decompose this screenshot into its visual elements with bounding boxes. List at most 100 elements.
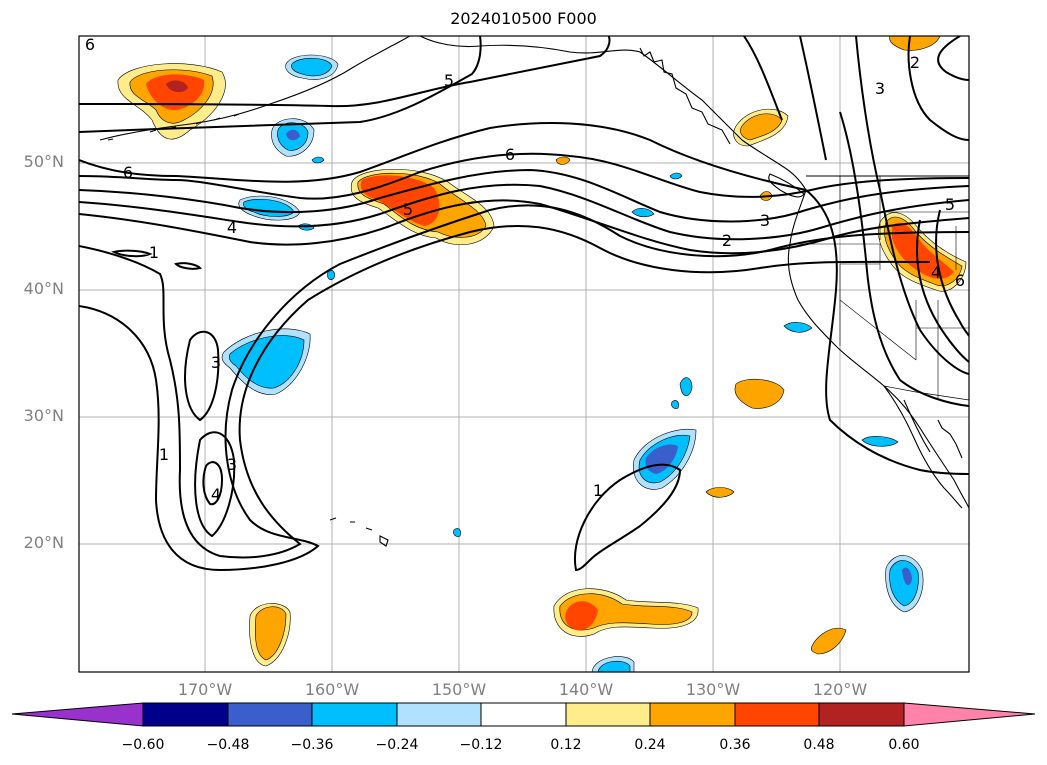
colorbar-segment: [480, 702, 567, 727]
colorbar-segment: [649, 702, 736, 727]
colorbar-segment: [734, 702, 820, 727]
alaska-panhandle: [639, 47, 731, 145]
anomaly-neg-small-6: [783, 322, 813, 333]
longitude-label: 130°W: [685, 680, 741, 699]
anomaly-pos-central-south-core2: [565, 601, 598, 631]
colorbar-tick-label: 0.36: [719, 737, 751, 753]
anomaly-neg-small-4: [631, 208, 655, 218]
colorbar-segment: [311, 702, 398, 727]
anomaly-pos-baja: [734, 378, 785, 409]
contour-label: 5: [403, 200, 413, 219]
map-area: 6 5 6 4 5 6 2 3 3 2 5 4 6 3 1 3 4 1 1: [79, 35, 969, 672]
anomaly-pos-small-2: [555, 156, 571, 165]
longitude-label: 170°W: [177, 680, 233, 699]
colorbar-segment: [396, 702, 482, 727]
contour-label: 6: [85, 35, 95, 54]
anomaly-pos-nw-coast-core: [740, 113, 783, 141]
hawaii-islands: [329, 517, 389, 547]
contour-line: [79, 122, 807, 191]
colorbar-tick-label: 0.48: [803, 737, 835, 753]
anomaly-pos-aleutian-max: [166, 80, 188, 93]
contour-line: [184, 330, 220, 422]
map-title: 2024010500 F000: [450, 9, 597, 28]
contour-lines: [79, 36, 969, 572]
anomaly-pos-small-1: [705, 487, 735, 498]
contour-line: [839, 111, 969, 407]
anomaly-pos-north-edge: [889, 36, 941, 51]
bc-coast: [741, 139, 807, 191]
contour-line: [79, 36, 482, 133]
colorbar-tick-label: 0.60: [888, 737, 920, 753]
anomaly-neg-small-3: [327, 270, 335, 280]
contour-label: 3: [760, 211, 770, 230]
colorbar-tick-label: 0.12: [550, 737, 582, 753]
latitude-label: 50°N: [23, 152, 64, 171]
colorbar-tick-label: 0.24: [634, 737, 666, 753]
gulf-of-california: [937, 419, 963, 459]
contour-line: [79, 224, 931, 559]
contour-label: 1: [159, 445, 169, 464]
colorbar-segment: [227, 702, 313, 727]
colorbar-tick-label: −0.60: [121, 737, 165, 753]
contour-line: [194, 431, 236, 538]
colorbar: [11, 702, 1036, 727]
contour-label: 5: [444, 71, 454, 90]
contour-line: [111, 249, 153, 258]
longitude-label: 120°W: [812, 680, 868, 699]
contour-line: [743, 36, 783, 121]
contour-label: 3: [227, 455, 237, 474]
anomaly-neg-central-max: [645, 444, 678, 474]
longitude-label: 160°W: [304, 680, 360, 699]
anomaly-neg-subtropic-core: [228, 335, 305, 389]
anomaly-neg-small-8: [671, 400, 679, 409]
colorbar-segment: [142, 702, 229, 727]
contour-labels: 6 5 6 4 5 6 2 3 3 2 5 4 6 3 1 3 4 1 1: [85, 35, 965, 504]
contour-label: 4: [211, 485, 221, 504]
contour-line: [174, 262, 202, 270]
colorbar-extend-high: [903, 702, 1036, 727]
contour-label: 1: [593, 481, 603, 500]
contour-line: [799, 36, 827, 161]
latitude-label: 30°N: [23, 406, 64, 425]
baja-peninsula: [883, 385, 963, 509]
contour-line: [79, 204, 969, 572]
colorbar-tick-label: −0.48: [206, 737, 250, 753]
longitude-label: 140°W: [558, 680, 614, 699]
anomaly-pos-se: [810, 627, 847, 655]
anomaly-neg-small-1: [311, 156, 325, 164]
contour-label: 4: [227, 218, 237, 237]
anomaly-pos-aleutian-core2: [146, 74, 205, 111]
contour-label: 6: [505, 145, 515, 164]
contour-label: 6: [123, 163, 133, 182]
colorbar-tick-label: −0.24: [375, 737, 419, 753]
contour-line: [937, 36, 969, 81]
colorbar-segment: [565, 702, 651, 727]
negative-anomalies: [221, 54, 924, 672]
longitude-label: 150°W: [431, 680, 487, 699]
anomaly-neg-east-core: [889, 560, 919, 607]
contour-line: [79, 183, 969, 241]
contour-line: [573, 463, 682, 572]
contour-label: 6: [955, 271, 965, 290]
contour-line: [805, 189, 969, 475]
anomaly-neg-north-1-core: [291, 57, 333, 77]
contour-line: [935, 209, 969, 337]
colorbar-tick-label: −0.12: [459, 737, 503, 753]
map-frame: [78, 35, 970, 673]
contour-line: [79, 168, 969, 223]
anomaly-neg-small-5: [669, 172, 683, 180]
anomaly-neg-north-2-max: [286, 129, 300, 141]
anomaly-neg-small-9: [453, 528, 461, 537]
anomaly-neg-small-7: [679, 377, 693, 397]
anomaly-neg-south-edge-core: [597, 660, 631, 672]
latitude-label: 20°N: [23, 533, 64, 552]
anomaly-neg-east-max: [902, 567, 912, 586]
colorbar-tick-label: −0.36: [290, 737, 334, 753]
contour-label: 1: [149, 243, 159, 262]
state-borders: [790, 176, 969, 400]
contour-label: 3: [875, 79, 885, 98]
colorbar-segment: [818, 702, 905, 727]
contour-line: [855, 36, 969, 375]
contour-label: 3: [211, 353, 221, 372]
